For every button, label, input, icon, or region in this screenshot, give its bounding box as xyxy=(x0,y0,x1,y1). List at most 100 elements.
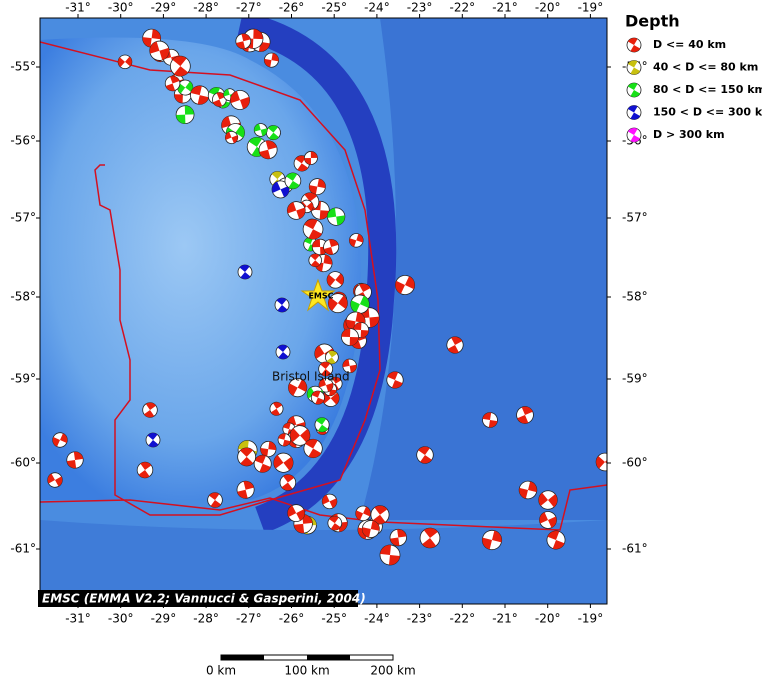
lon-label: -27° xyxy=(236,612,262,626)
beachball-quadrant xyxy=(353,322,369,338)
beachball-quadrant xyxy=(327,273,344,287)
beachball xyxy=(314,417,330,433)
beachball xyxy=(325,350,339,365)
beachball xyxy=(164,75,181,92)
beachball-quadrant xyxy=(328,295,348,311)
scale-label: 200 km xyxy=(370,664,415,678)
beachball xyxy=(379,544,401,566)
lon-label: -27° xyxy=(236,1,262,15)
beachball xyxy=(323,238,340,255)
legend-title: Depth xyxy=(625,12,680,31)
beachball xyxy=(169,55,191,77)
beachball-quadrant xyxy=(225,131,238,144)
beachball xyxy=(446,336,464,354)
beachball xyxy=(481,529,503,551)
scale-label: 0 km xyxy=(206,664,236,678)
legend-label: D > 300 km xyxy=(653,128,725,141)
beachball-quadrant xyxy=(118,56,132,67)
beachball-quadrant xyxy=(254,455,271,473)
beachball-quadrant xyxy=(177,81,193,94)
credit-box xyxy=(38,590,358,607)
beachball-quadrant xyxy=(264,53,279,68)
beachball-quadrant xyxy=(304,151,318,165)
beachball xyxy=(52,432,68,448)
beachball-quadrant xyxy=(327,207,345,226)
beachball xyxy=(136,461,154,479)
beachball-quadrant xyxy=(538,492,558,508)
beachball-quadrant xyxy=(359,307,380,328)
beachball-quadrant xyxy=(259,140,277,159)
beachball xyxy=(277,433,292,447)
deep-ocean xyxy=(360,18,607,520)
beachball-quadrant xyxy=(627,60,641,75)
beachball-quadrant xyxy=(273,455,293,471)
beachball-quadrant xyxy=(319,378,333,392)
lat-label: -57° xyxy=(622,211,648,225)
beachball-quadrant xyxy=(176,105,195,124)
legend-label: D <= 40 km xyxy=(653,38,726,51)
lon-label: -31° xyxy=(65,1,91,15)
beachball-quadrant xyxy=(418,446,432,464)
beachball xyxy=(482,412,498,428)
beachball xyxy=(269,401,284,416)
beachball xyxy=(260,440,277,458)
beachball-quadrant xyxy=(341,328,359,346)
lon-label: -20° xyxy=(535,1,561,15)
lat-label: -56° xyxy=(10,134,36,148)
beachball-quadrant xyxy=(209,492,221,508)
beachball xyxy=(117,54,133,70)
beachball xyxy=(253,454,272,473)
beachball-quadrant xyxy=(390,529,407,546)
beachball xyxy=(145,432,161,448)
beachball xyxy=(516,406,534,424)
beachball xyxy=(327,207,346,226)
beachball-quadrant xyxy=(165,76,180,91)
beachball-quadrant xyxy=(342,359,357,373)
beachball xyxy=(419,527,441,549)
lon-label: -21° xyxy=(492,1,518,15)
lon-label: -24° xyxy=(364,612,390,626)
lon-label: -30° xyxy=(108,1,134,15)
lat-label: -55° xyxy=(10,60,36,74)
lon-label: -20° xyxy=(535,612,561,626)
legend-label: 150 < D <= 300 km xyxy=(653,106,762,119)
beachball-quadrant xyxy=(287,202,306,219)
beachball-quadrant xyxy=(278,433,291,447)
beachball-quadrant xyxy=(447,336,463,354)
epicenter-star xyxy=(300,278,336,312)
beachball-quadrant xyxy=(320,362,332,376)
beachball-quadrant xyxy=(172,56,189,77)
lon-label: -22° xyxy=(449,612,475,626)
beachball xyxy=(361,520,380,538)
beachball xyxy=(273,452,294,473)
beachball xyxy=(288,378,308,398)
beachball xyxy=(349,233,364,248)
credit: EMSC (EMMA V2.2; Vannucci & Gasperini, 2… xyxy=(42,592,366,606)
beachball-quadrant xyxy=(627,83,641,97)
lon-label: -19° xyxy=(578,1,604,15)
beachball-quadrant xyxy=(547,530,565,550)
lat-label: -58° xyxy=(622,290,648,304)
beachball xyxy=(289,425,311,446)
beachball xyxy=(265,125,281,141)
beachball-quadrant xyxy=(517,406,533,424)
beachball-quadrant xyxy=(346,312,366,331)
beachball-quadrant xyxy=(596,455,607,469)
beachball xyxy=(626,60,642,75)
lat-label: -58° xyxy=(10,290,36,304)
beachball xyxy=(224,130,239,145)
beachball-quadrant xyxy=(395,276,415,294)
beachball-quadrant xyxy=(290,428,310,443)
beachball xyxy=(341,328,359,346)
beachball-quadrant xyxy=(316,417,328,432)
beachball xyxy=(518,480,538,500)
beachball xyxy=(626,37,642,53)
beachball-quadrant xyxy=(240,447,254,466)
beachball xyxy=(235,33,252,50)
beachball xyxy=(327,293,348,314)
beachball-quadrant xyxy=(311,391,325,405)
beachball xyxy=(274,297,290,313)
lon-label: -21° xyxy=(492,612,518,626)
beachball-quadrant xyxy=(295,155,309,172)
beachball xyxy=(318,361,334,377)
